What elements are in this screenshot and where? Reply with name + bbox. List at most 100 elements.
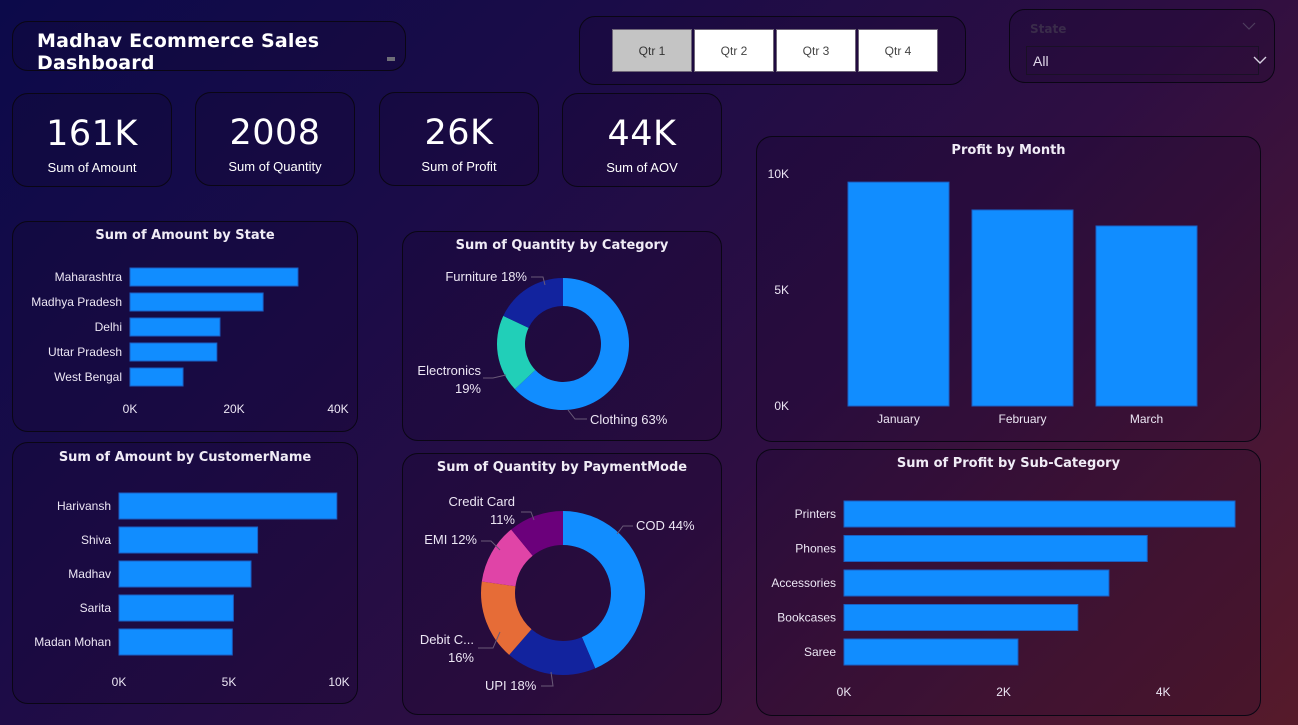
axis-tick-label: 2K xyxy=(996,685,1011,699)
chart-title: Sum of Profit by Sub-Category xyxy=(896,456,1121,471)
bar[interactable] xyxy=(843,638,1019,666)
category-label: Sarita xyxy=(80,601,112,615)
leader-line xyxy=(541,671,554,687)
chart-canvas: Printers Phones Accessories Bookcases Saree 0… xyxy=(771,500,1236,699)
chart-profit-by-month[interactable]: Profit by Month January February March 0K 5K… xyxy=(756,136,1261,442)
bar[interactable] xyxy=(118,492,338,520)
slice-label: 11% xyxy=(490,512,515,527)
kpi-card-profit: 26K Sum of Profit xyxy=(379,92,539,186)
chart-quantity-by-category[interactable]: Sum of Quantity by Category Clothing 63%… xyxy=(402,231,722,441)
axis-tick-label: 0K xyxy=(774,399,789,413)
slice-label: 16% xyxy=(448,650,474,665)
bar[interactable] xyxy=(843,604,1079,631)
bar[interactable] xyxy=(843,535,1148,562)
category-label: Accessories xyxy=(771,576,836,590)
category-label: Maharashtra xyxy=(55,270,123,284)
bar[interactable] xyxy=(847,181,950,407)
leader-line xyxy=(567,409,587,420)
chart-title: Sum of Amount by State xyxy=(95,228,275,243)
donut-slice[interactable] xyxy=(497,315,536,390)
category-label: Shiva xyxy=(81,533,111,547)
category-label: March xyxy=(1130,412,1163,426)
bar[interactable] xyxy=(129,342,218,362)
category-label: Madhya Pradesh xyxy=(31,295,122,309)
chart-canvas: COD 44% UPI 18% Debit C... 16% EMI 12% Credit… xyxy=(420,494,695,693)
category-label: February xyxy=(998,412,1046,426)
kpi-label: Sum of Quantity xyxy=(228,159,322,174)
donut-slice[interactable] xyxy=(509,629,596,675)
chart-title: Sum of Amount by CustomerName xyxy=(58,450,312,465)
state-slicer: State All xyxy=(1009,9,1275,83)
kpi-card-quantity: 2008 Sum of Quantity xyxy=(195,92,355,186)
chart-amount-by-state[interactable]: Sum of Amount by State Maharashtra Madhya… xyxy=(12,221,358,432)
chart-title: Sum of Quantity by Category xyxy=(455,238,669,253)
leader-line xyxy=(483,374,507,379)
chart-profit-by-subcategory[interactable]: Sum of Profit by Sub-Category Printers Ph… xyxy=(756,449,1261,716)
kpi-value: 161K xyxy=(46,114,138,154)
bar[interactable] xyxy=(843,569,1110,597)
qtr-1-button[interactable]: Qtr 1 xyxy=(612,29,692,72)
chart-amount-by-customer[interactable]: Sum of Amount by CustomerName Harivansh S… xyxy=(12,442,358,704)
bar[interactable] xyxy=(1095,225,1198,407)
category-label: Bookcases xyxy=(777,611,836,625)
slice-label: Debit C... xyxy=(420,632,474,647)
bar[interactable] xyxy=(118,594,234,622)
qtr-4-button[interactable]: Qtr 4 xyxy=(858,29,938,72)
state-slicer-label: State xyxy=(1030,22,1067,36)
chart-quantity-by-paymentmode[interactable]: Sum of Quantity by PaymentMode COD 44% UP… xyxy=(402,453,722,715)
kpi-card-aov: 44K Sum of AOV xyxy=(562,93,722,187)
qtr-3-button[interactable]: Qtr 3 xyxy=(776,29,856,72)
slice-label: Electronics xyxy=(417,363,481,378)
donut-slice[interactable] xyxy=(511,511,563,556)
slice-label: 19% xyxy=(455,381,481,396)
chart-canvas: January February March 0K 5K 10K xyxy=(768,167,1198,426)
axis-tick-label: 10K xyxy=(328,675,349,689)
donut-slice[interactable] xyxy=(481,529,533,587)
slice-label: EMI 12% xyxy=(424,532,477,547)
kpi-card-amount: 161K Sum of Amount xyxy=(12,93,172,187)
bar[interactable] xyxy=(129,367,184,387)
state-dropdown[interactable]: All xyxy=(1026,46,1267,75)
donut-slice[interactable] xyxy=(481,581,532,655)
slice-label: Credit Card xyxy=(449,494,515,509)
axis-tick-label: 0K xyxy=(123,402,138,416)
bar[interactable] xyxy=(129,292,264,312)
donut-slice[interactable] xyxy=(514,278,629,410)
donut-slice[interactable] xyxy=(563,511,645,669)
category-label: Saree xyxy=(804,645,836,659)
category-label: Madan Mohan xyxy=(34,635,111,649)
category-label: Madhav xyxy=(68,567,111,581)
axis-tick-label: 5K xyxy=(222,675,237,689)
bar[interactable] xyxy=(118,526,259,554)
slice-label: Furniture 18% xyxy=(445,269,527,284)
category-label: Printers xyxy=(795,507,836,521)
bar[interactable] xyxy=(843,500,1236,528)
chart-canvas: Maharashtra Madhya Pradesh Delhi Uttar Prad… xyxy=(31,267,349,416)
leader-line xyxy=(531,276,546,286)
axis-tick-label: 40K xyxy=(327,402,348,416)
bar[interactable] xyxy=(129,267,299,287)
chart-canvas: Harivansh Shiva Madhav Sarita Madan Mohan 0K 5… xyxy=(34,492,350,689)
leader-line xyxy=(616,525,633,535)
chart-title: Sum of Quantity by PaymentMode xyxy=(436,460,688,475)
axis-tick-label: 0K xyxy=(837,685,852,699)
slice-label: COD 44% xyxy=(636,518,695,533)
kpi-label: Sum of AOV xyxy=(606,160,678,175)
chart-canvas: Clothing 63% Electronics 19% Furniture 18% xyxy=(417,269,667,427)
page-title: Madhav Ecommerce Sales Dashboard xyxy=(37,30,320,74)
kpi-label: Sum of Amount xyxy=(47,160,137,175)
kpi-value: 26K xyxy=(424,113,494,153)
bar[interactable] xyxy=(971,209,1074,407)
bar[interactable] xyxy=(118,628,233,656)
bar[interactable] xyxy=(118,560,252,588)
category-label: Phones xyxy=(795,542,836,556)
kpi-value: 2008 xyxy=(229,113,321,153)
bar[interactable] xyxy=(129,317,221,337)
slice-label: UPI 18% xyxy=(485,678,537,693)
dashboard-title-card: Madhav Ecommerce Sales Dashboard xyxy=(12,21,406,74)
qtr-2-button[interactable]: Qtr 2 xyxy=(694,29,774,72)
axis-tick-label: 0K xyxy=(112,675,127,689)
donut-slice[interactable] xyxy=(503,278,563,328)
category-label: Uttar Pradesh xyxy=(48,345,122,359)
leader-line xyxy=(478,631,501,649)
